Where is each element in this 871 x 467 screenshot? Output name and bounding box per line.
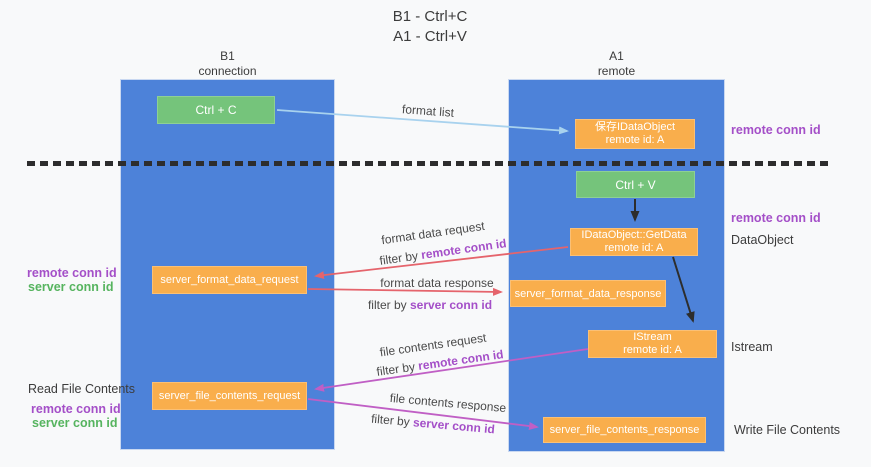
right-label-dataobject: DataObject bbox=[731, 233, 794, 247]
node-server-file-contents-request: server_file_contents_request bbox=[152, 382, 307, 410]
filter-prefix: filter by bbox=[367, 298, 410, 312]
filter-server-conn-id: server conn id bbox=[409, 298, 493, 312]
left-column-header: B1 connection bbox=[120, 49, 335, 79]
node-server-format-data-request: server_format_data_request bbox=[152, 266, 307, 294]
node-save-idataobject-line1: 保存IDataObject bbox=[594, 121, 676, 133]
node-server-file-contents-response: server_file_contents_response bbox=[543, 417, 706, 443]
node-idataobject-getdata-line2: remote id: A bbox=[604, 242, 664, 254]
node-server-format-data-request-label: server_format_data_request bbox=[160, 274, 299, 286]
filter-server-conn-id: server conn id bbox=[412, 415, 496, 437]
left-label-server-conn-id: server conn id bbox=[28, 280, 114, 294]
phase-divider-dashed-line bbox=[27, 161, 831, 166]
node-server-file-contents-request-label: server_file_contents_request bbox=[158, 390, 301, 402]
filter-remote-conn-id: remote conn id bbox=[420, 236, 508, 262]
node-save-idataobject: 保存IDataObject remote id: A bbox=[575, 119, 695, 149]
node-istream-line2: remote id: A bbox=[623, 344, 682, 356]
arrow-label-filter-by-server-1: filter by server conn id bbox=[368, 298, 492, 312]
arrow-label-file-contents-response: file contents response bbox=[389, 390, 507, 416]
right-column-name: A1 bbox=[609, 49, 624, 63]
filter-prefix: filter by bbox=[370, 411, 414, 430]
node-ctrl-v-label: Ctrl + V bbox=[615, 177, 656, 192]
node-istream: IStream remote id: A bbox=[588, 330, 717, 358]
right-column-header: A1 remote bbox=[508, 49, 725, 79]
right-label-istream: Istream bbox=[731, 340, 773, 354]
node-server-file-contents-response-label: server_file_contents_response bbox=[549, 424, 700, 436]
right-label-remote-conn-id-mid: remote conn id bbox=[731, 211, 821, 225]
node-ctrl-c-label: Ctrl + C bbox=[195, 103, 237, 117]
node-idataobject-getdata: IDataObject::GetData remote id: A bbox=[570, 228, 698, 256]
node-idataobject-getdata-line1: IDataObject::GetData bbox=[581, 229, 687, 241]
arrow-label-filter-by-server-2: filter by server conn id bbox=[371, 412, 496, 437]
left-column-name: B1 bbox=[220, 49, 235, 63]
left-label-remote-conn-id-bottom: remote conn id bbox=[31, 402, 121, 416]
node-ctrl-c: Ctrl + C bbox=[157, 96, 275, 124]
right-column-role: remote bbox=[597, 64, 636, 78]
node-save-idataobject-line2: remote id: A bbox=[605, 134, 665, 146]
left-column-role: connection bbox=[198, 64, 257, 78]
left-label-read-file-contents: Read File Contents bbox=[28, 382, 136, 396]
left-label-remote-conn-id: remote conn id bbox=[27, 266, 117, 280]
filter-prefix: filter by bbox=[375, 359, 420, 379]
arrow-label-format-list: format list bbox=[401, 102, 455, 120]
arrow-label-format-data-response: format data response bbox=[380, 276, 494, 290]
node-server-format-data-response-label: server_format_data_response bbox=[514, 287, 662, 300]
filter-prefix: filter by bbox=[378, 248, 423, 268]
node-server-format-data-response: server_format_data_response bbox=[510, 280, 666, 307]
diagram-title-line2: A1 - Ctrl+V bbox=[393, 28, 467, 45]
right-label-write-file-contents: Write File Contents bbox=[734, 423, 841, 437]
node-ctrl-v: Ctrl + V bbox=[576, 171, 695, 198]
right-label-remote-conn-id-top: remote conn id bbox=[731, 123, 821, 137]
diagram-title-line1: B1 - Ctrl+C bbox=[392, 8, 468, 25]
node-istream-line1: IStream bbox=[633, 331, 672, 343]
left-label-server-conn-id-bottom: server conn id bbox=[32, 416, 118, 430]
